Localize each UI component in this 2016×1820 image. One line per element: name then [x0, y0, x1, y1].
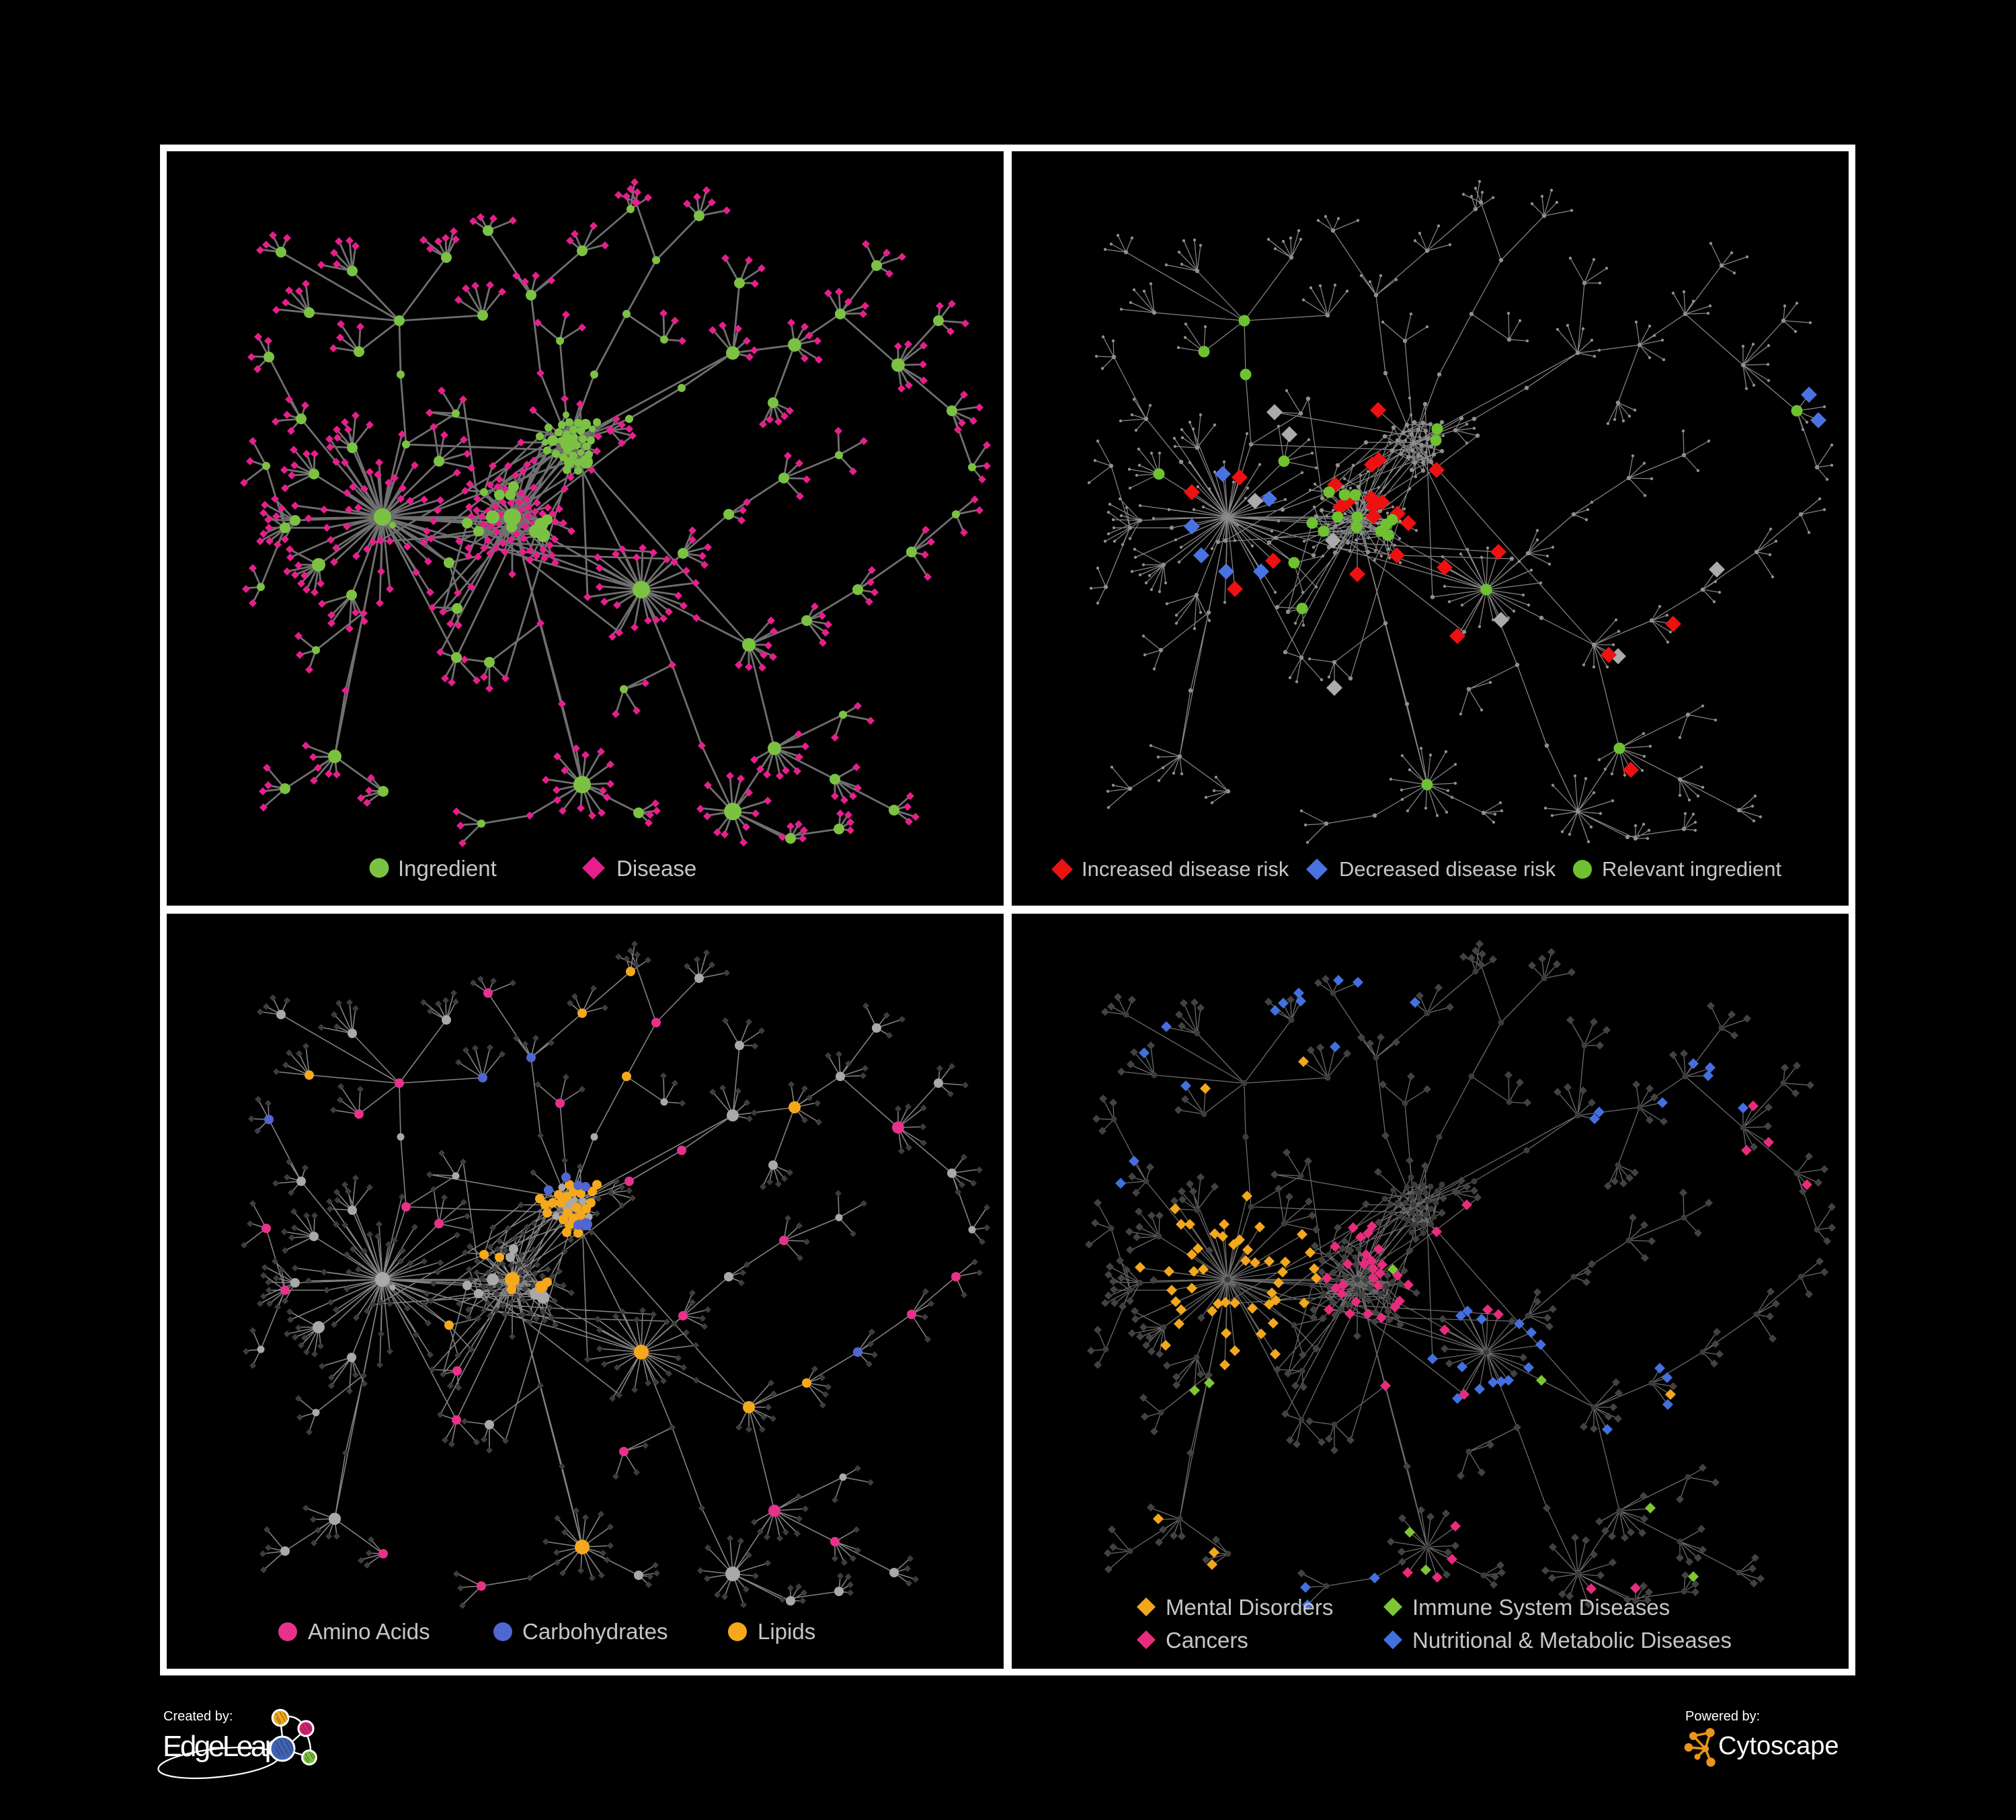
svg-text:Disease: Disease	[616, 856, 696, 881]
svg-text:Relevant ingredient: Relevant ingredient	[1602, 857, 1782, 881]
svg-text:Cancers: Cancers	[1166, 1628, 1248, 1653]
svg-text:Mental Disorders: Mental Disorders	[1166, 1595, 1333, 1620]
svg-text:Ingredient: Ingredient	[398, 856, 497, 881]
svg-text:Nutritional & Metabolic Diseas: Nutritional & Metabolic Diseases	[1412, 1628, 1732, 1653]
svg-text:Immune System Diseases: Immune System Diseases	[1412, 1595, 1670, 1620]
svg-text:Increased disease risk: Increased disease risk	[1082, 857, 1289, 881]
svg-text:Lipids: Lipids	[758, 1619, 815, 1644]
svg-text:Carbohydrates: Carbohydrates	[522, 1619, 668, 1644]
svg-text:Decreased disease risk: Decreased disease risk	[1339, 857, 1556, 881]
svg-text:Amino Acids: Amino Acids	[308, 1619, 430, 1644]
